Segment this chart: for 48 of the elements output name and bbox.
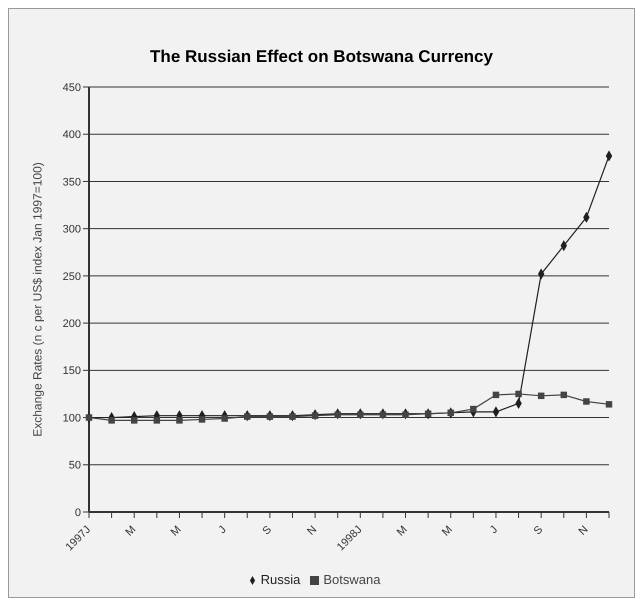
point (357, 411, 364, 418)
point (492, 392, 500, 398)
y-tick-label: 350 (62, 176, 81, 188)
point (538, 392, 544, 400)
point (402, 411, 409, 418)
legend-label: Russia (260, 572, 300, 587)
point (515, 390, 522, 398)
y-tick-label: 250 (62, 270, 81, 283)
point (86, 414, 92, 421)
point (334, 411, 341, 418)
point (424, 410, 432, 418)
y-tick-label: 200 (62, 318, 81, 330)
point (583, 398, 590, 405)
point (606, 401, 612, 408)
point (130, 417, 138, 424)
y-tick-label: 100 (62, 412, 81, 424)
point (560, 392, 568, 398)
y-axis-title: Exchange Rates (n c per US$ index Jan 1997=100) (30, 162, 44, 437)
y-tick-label: 0 (74, 506, 81, 519)
x-tick-label: M (394, 524, 410, 539)
y-tick-label: 300 (62, 224, 81, 236)
x-tick-label: S (260, 524, 274, 538)
x-tick-label: N (305, 524, 320, 538)
x-tick-label: N (576, 524, 591, 538)
point (244, 413, 250, 420)
point (266, 413, 274, 420)
point (470, 406, 477, 412)
x-tick-label: J (488, 524, 500, 536)
point (176, 417, 183, 424)
x-tick-label: M (168, 524, 184, 539)
point (312, 412, 318, 419)
legend-label: Botswana (323, 572, 380, 587)
point (154, 417, 160, 424)
point (289, 413, 296, 420)
point (221, 415, 228, 422)
x-tick-label: M (440, 524, 455, 539)
point (108, 417, 115, 424)
x-tick-label: J (216, 524, 229, 536)
y-tick-label: 450 (62, 82, 81, 94)
y-tick-label: 150 (62, 365, 81, 378)
y-tick-label: 400 (62, 129, 81, 142)
chart-title: The Russian Effect on Botswana Currency (149, 47, 494, 68)
point (380, 411, 386, 418)
x-tick-label: M (123, 524, 138, 539)
point (448, 410, 454, 416)
point (198, 416, 206, 423)
x-tick-label: S (532, 524, 546, 538)
y-tick-label: 50 (68, 460, 81, 472)
